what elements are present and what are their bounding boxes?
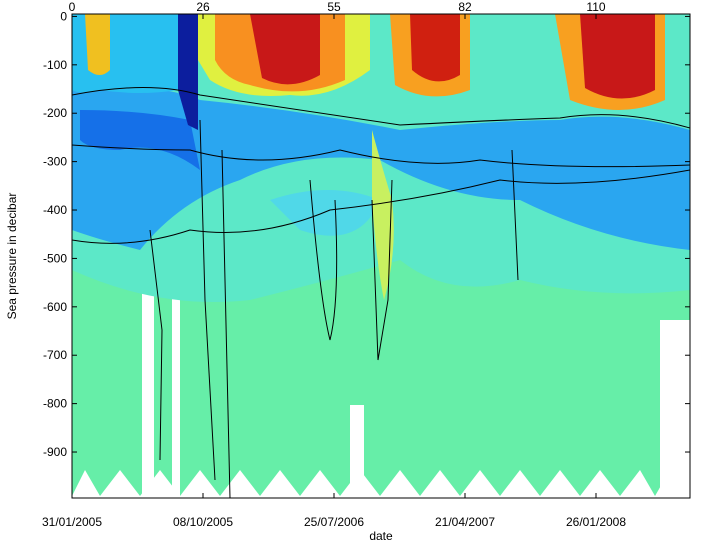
y-tick-label: -600 — [43, 300, 67, 314]
x-tick-label: 26/01/2008 — [566, 515, 626, 529]
x-tick-label: 21/04/2007 — [435, 515, 495, 529]
y-axis-label: Sea pressure in decibar — [5, 193, 19, 320]
plot-frame — [71, 13, 691, 499]
x-tick-label: 31/01/2005 — [42, 515, 102, 529]
x-axis-label: date — [369, 529, 393, 543]
x2-tick-label: 0 — [69, 0, 76, 14]
x2-tick-label: 55 — [327, 0, 341, 14]
y-tick-label: -700 — [43, 348, 67, 362]
y-tick-label: -200 — [43, 106, 67, 120]
y-tick-label: -300 — [43, 155, 67, 169]
y-tick-label: -400 — [43, 203, 67, 217]
x2-tick-label: 26 — [196, 0, 210, 14]
y-tick-label: -500 — [43, 251, 67, 265]
x2-tick-label: 110 — [586, 0, 605, 14]
x2-tick-label: 82 — [458, 0, 472, 14]
x-tick-label: 25/07/2006 — [304, 515, 364, 529]
y-tick-label: -900 — [43, 445, 67, 459]
y-tick-label: -100 — [43, 58, 67, 72]
y-tick-label: -800 — [43, 397, 67, 411]
contour-field — [72, 14, 690, 498]
x-tick-label: 08/10/2005 — [173, 515, 233, 529]
y-tick-label: 0 — [60, 9, 67, 23]
